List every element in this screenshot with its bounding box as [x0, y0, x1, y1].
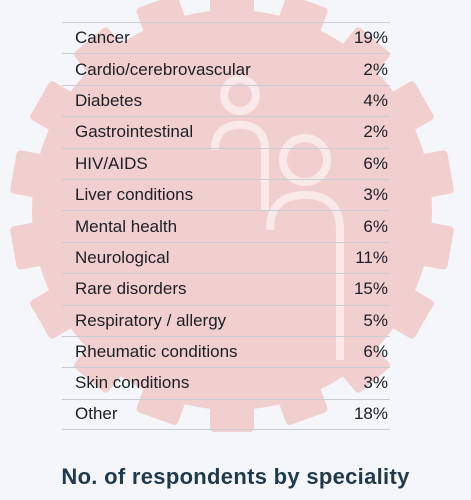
table-row: Gastrointestinal 2% [62, 116, 390, 147]
row-label: Diabetes [75, 90, 143, 110]
row-label: Skin conditions [75, 373, 190, 393]
row-label: Neurological [75, 247, 170, 267]
row-label: Liver conditions [75, 185, 194, 205]
row-label: Rheumatic conditions [75, 342, 238, 362]
table-row: Liver conditions 3% [62, 178, 390, 210]
row-value: 15% [353, 279, 388, 299]
table-row: HIV/AIDS 6% [62, 147, 390, 179]
row-label: Other [75, 404, 118, 424]
row-value: 5% [363, 310, 388, 330]
row-value: 6% [363, 216, 388, 236]
row-label: Mental health [75, 216, 178, 236]
table-row: Respiratory / allergy 5% [62, 304, 390, 336]
row-value: 6% [363, 153, 388, 173]
row-value: 2% [363, 59, 388, 79]
row-value: 6% [363, 342, 388, 362]
row-value: 3% [363, 185, 388, 205]
table-row: Diabetes 4% [62, 84, 390, 116]
row-label: Cardio/cerebrovascular [75, 59, 251, 79]
row-value: 19% [353, 28, 388, 48]
row-value: 3% [363, 373, 388, 393]
table-row: Cardio/cerebrovascular 2% [62, 53, 390, 84]
row-value: 2% [363, 122, 388, 142]
row-label: Rare disorders [75, 279, 187, 299]
row-label: Respiratory / allergy [75, 310, 227, 330]
row-value: 18% [353, 404, 388, 424]
table-row: Cancer 19% [62, 22, 390, 53]
row-label: Gastrointestinal [75, 122, 194, 142]
table-row: Skin conditions 3% [62, 367, 390, 398]
row-value: 4% [363, 90, 388, 110]
table-row: Neurological 11% [62, 241, 390, 273]
table-row: Rheumatic conditions 6% [62, 335, 390, 367]
person-icon [211, 75, 344, 360]
table-row: Rare disorders 15% [62, 273, 390, 304]
chart-caption: No. of respondents by speciality [61, 464, 410, 489]
row-value: 11% [355, 247, 388, 267]
speciality-table: Cancer 19% Cardio/cerebrovascular 2% Diabete… [62, 22, 390, 431]
table-row: Mental health 6% [62, 210, 390, 241]
row-label: HIV/AIDS [75, 153, 148, 173]
table-row: Other 18% [62, 398, 390, 431]
row-label: Cancer [75, 28, 130, 48]
gear-icon [10, 0, 454, 432]
